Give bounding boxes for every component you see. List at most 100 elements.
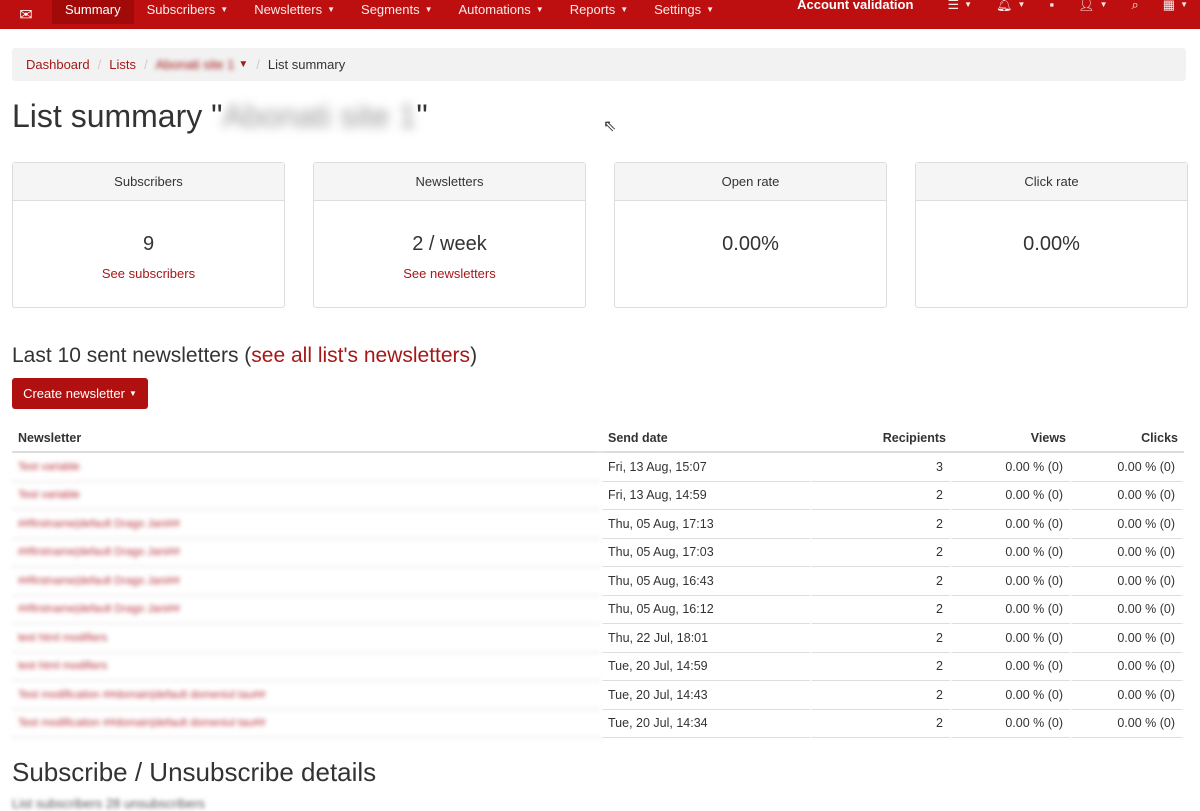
nav-reports[interactable]: Reports ▼ bbox=[569, 2, 629, 17]
breadcrumb-lists[interactable]: Lists bbox=[109, 57, 136, 72]
details-subtitle: List subscribers 28 unsubscribers bbox=[12, 796, 205, 811]
column-header[interactable]: Recipients bbox=[812, 425, 952, 453]
send-date: Fri, 13 Aug, 14:59 bbox=[602, 481, 812, 510]
table-row: Test variable Fri, 13 Aug, 15:07 3 0.00 % (… bbox=[12, 453, 1184, 482]
section-title: Last 10 sent newsletters (see all list's… bbox=[12, 344, 478, 367]
card-click-rate: Click rate 0.00% bbox=[915, 162, 1188, 308]
nav-subscribers[interactable]: Subscribers ▼ bbox=[146, 2, 229, 17]
app-logo-icon[interactable]: ✉ bbox=[19, 6, 33, 24]
column-header[interactable]: Views bbox=[952, 425, 1072, 453]
views: 0.00 % (0) bbox=[952, 624, 1072, 653]
mouse-cursor-icon: ⇖ bbox=[603, 118, 617, 135]
caret-down-icon: ▼ bbox=[706, 5, 715, 14]
table-row: ##firstname|default Drago Jani## Thu, 05 … bbox=[12, 510, 1184, 539]
recipients: 2 bbox=[812, 709, 952, 738]
list-icon[interactable]: ☰ ▼ bbox=[947, 0, 973, 12]
nav-segments[interactable]: Segments ▼ bbox=[361, 2, 433, 17]
caret-down-icon[interactable]: ▼ bbox=[238, 59, 249, 70]
table-row: ##firstname|default Drago Jani## Thu, 05 … bbox=[12, 567, 1184, 596]
views: 0.00 % (0) bbox=[952, 681, 1072, 710]
send-date: Fri, 13 Aug, 15:07 bbox=[602, 453, 812, 482]
column-header[interactable]: Send date bbox=[602, 425, 812, 453]
clicks: 0.00 % (0) bbox=[1072, 652, 1184, 681]
table-row: test html modifiers Tue, 20 Jul, 14:59 2 0.… bbox=[12, 652, 1184, 681]
send-date: Tue, 20 Jul, 14:43 bbox=[602, 681, 812, 710]
column-header[interactable]: Newsletter bbox=[12, 425, 602, 453]
views: 0.00 % (0) bbox=[952, 510, 1072, 539]
send-date: Thu, 05 Aug, 16:43 bbox=[602, 567, 812, 596]
views: 0.00 % (0) bbox=[952, 538, 1072, 567]
top-navbar: ✉ Summary Subscribers ▼ Newsletters ▼ Segment… bbox=[0, 0, 1200, 29]
table-row: Test modification ##domain|default domen… bbox=[12, 709, 1184, 738]
table-row: ##firstname|default Drago Jani## Thu, 05 … bbox=[12, 538, 1184, 567]
send-date: Thu, 05 Aug, 17:03 bbox=[602, 538, 812, 567]
newsletter-name-link[interactable]: ##firstname|default Drago Jani## bbox=[12, 538, 602, 567]
card-header: Newsletters bbox=[314, 163, 585, 201]
clicks: 0.00 % (0) bbox=[1072, 481, 1184, 510]
recipients: 2 bbox=[812, 538, 952, 567]
card-newsletters: Newsletters 2 / week See newsletters bbox=[313, 162, 586, 308]
bell-icon[interactable]: 🔔︎ ▼ bbox=[996, 0, 1026, 12]
recipients: 3 bbox=[812, 453, 952, 482]
clicks: 0.00 % (0) bbox=[1072, 595, 1184, 624]
send-date: Thu, 05 Aug, 17:13 bbox=[602, 510, 812, 539]
clicks: 0.00 % (0) bbox=[1072, 567, 1184, 596]
clicks: 0.00 % (0) bbox=[1072, 510, 1184, 539]
clicks: 0.00 % (0) bbox=[1072, 453, 1184, 482]
newsletters-table: Newsletter Send date Recipients Views Clicks… bbox=[12, 425, 1184, 738]
recipients: 2 bbox=[812, 481, 952, 510]
views: 0.00 % (0) bbox=[952, 481, 1072, 510]
chat-icon[interactable]: ▪ bbox=[1049, 0, 1055, 12]
recipients: 2 bbox=[812, 681, 952, 710]
views: 0.00 % (0) bbox=[952, 652, 1072, 681]
clicks: 0.00 % (0) bbox=[1072, 709, 1184, 738]
views: 0.00 % (0) bbox=[952, 595, 1072, 624]
newsletter-name-link[interactable]: Test modification ##domain|default domen… bbox=[12, 681, 602, 710]
nav-newsletters[interactable]: Newsletters ▼ bbox=[254, 2, 336, 17]
account-validation-link[interactable]: Account validation bbox=[797, 0, 914, 12]
caret-down-icon: ▼ bbox=[424, 5, 433, 14]
recipients: 2 bbox=[812, 652, 952, 681]
recipients: 2 bbox=[812, 624, 952, 653]
newsletter-name-link[interactable]: test html modifiers bbox=[12, 624, 602, 653]
search-icon[interactable]: ⌕ bbox=[1131, 0, 1139, 12]
details-title: Subscribe / Unsubscribe details bbox=[12, 757, 377, 787]
table-row: Test variable Fri, 13 Aug, 14:59 2 0.00 % (… bbox=[12, 481, 1184, 510]
card-link[interactable]: See subscribers bbox=[101, 266, 196, 281]
see-all-newsletters-link[interactable]: see all list's newsletters bbox=[251, 344, 471, 367]
card-link[interactable]: See newsletters bbox=[403, 266, 496, 281]
create-newsletter-button[interactable]: Create newsletter ▼ bbox=[12, 378, 148, 409]
newsletter-name-link[interactable]: ##firstname|default Drago Jani## bbox=[12, 510, 602, 539]
newsletter-name-link[interactable]: Test variable bbox=[12, 481, 602, 510]
caret-down-icon: ▼ bbox=[620, 5, 629, 14]
caret-down-icon: ▼ bbox=[220, 5, 229, 14]
caret-down-icon: ▼ bbox=[535, 5, 544, 14]
card-value: 0.00% bbox=[722, 233, 779, 255]
column-header[interactable]: Clicks bbox=[1072, 425, 1184, 453]
breadcrumb-current: List summary bbox=[267, 57, 346, 72]
card-header: Subscribers bbox=[13, 163, 284, 201]
send-date: Thu, 05 Aug, 16:12 bbox=[602, 595, 812, 624]
user-icon[interactable]: 👤︎ ▼ bbox=[1078, 0, 1108, 12]
send-date: Thu, 22 Jul, 18:01 bbox=[602, 624, 812, 653]
newsletter-name-link[interactable]: Test variable bbox=[12, 453, 602, 482]
uk-flag-icon[interactable]: ▦ ▼ bbox=[1162, 0, 1188, 12]
newsletter-name-link[interactable]: ##firstname|default Drago Jani## bbox=[12, 567, 602, 596]
send-date: Tue, 20 Jul, 14:59 bbox=[602, 652, 812, 681]
breadcrumb-dashboard[interactable]: Dashboard bbox=[26, 57, 90, 72]
clicks: 0.00 % (0) bbox=[1072, 624, 1184, 653]
send-date: Tue, 20 Jul, 14:34 bbox=[602, 709, 812, 738]
page-title: List summary "Abonati site 1" bbox=[12, 98, 428, 134]
newsletter-name-link[interactable]: test html modifiers bbox=[12, 652, 602, 681]
nav-settings[interactable]: Settings ▼ bbox=[654, 2, 715, 17]
breadcrumb-list[interactable]: Abonati site 1 bbox=[155, 57, 235, 72]
card-header: Open rate bbox=[615, 163, 886, 201]
table-row: ##firstname|default Drago Jani## Thu, 05 … bbox=[12, 595, 1184, 624]
views: 0.00 % (0) bbox=[952, 709, 1072, 738]
newsletter-name-link[interactable]: ##firstname|default Drago Jani## bbox=[12, 595, 602, 624]
card-value: 0.00% bbox=[1023, 233, 1080, 255]
breadcrumb: Dashboard / Lists / Abonati site 1 ▼ / List… bbox=[12, 48, 1186, 81]
newsletter-name-link[interactable]: Test modification ##domain|default domen… bbox=[12, 709, 602, 738]
nav-summary[interactable]: Summary bbox=[52, 0, 134, 24]
nav-automations[interactable]: Automations ▼ bbox=[458, 2, 544, 17]
